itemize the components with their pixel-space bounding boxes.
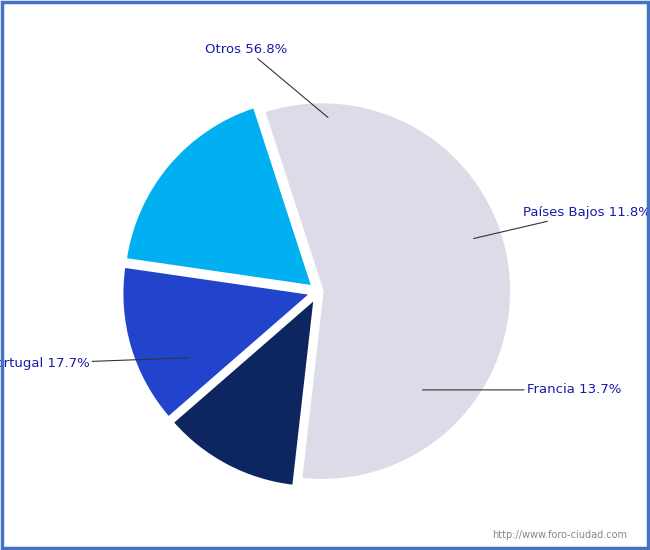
- Wedge shape: [125, 107, 313, 287]
- Wedge shape: [264, 102, 512, 480]
- Text: Portugal 17.7%: Portugal 17.7%: [0, 357, 190, 370]
- Wedge shape: [122, 266, 311, 418]
- Text: Francia 13.7%: Francia 13.7%: [422, 383, 621, 397]
- Text: Jaraicejo - Turistas extranjeros según país - Abril de 2024: Jaraicejo - Turistas extranjeros según p…: [107, 16, 543, 33]
- Text: http://www.foro-ciudad.com: http://www.foro-ciudad.com: [492, 530, 627, 540]
- Wedge shape: [172, 298, 315, 486]
- Text: Otros 56.8%: Otros 56.8%: [205, 43, 328, 118]
- Text: Países Bajos 11.8%: Países Bajos 11.8%: [474, 206, 650, 239]
